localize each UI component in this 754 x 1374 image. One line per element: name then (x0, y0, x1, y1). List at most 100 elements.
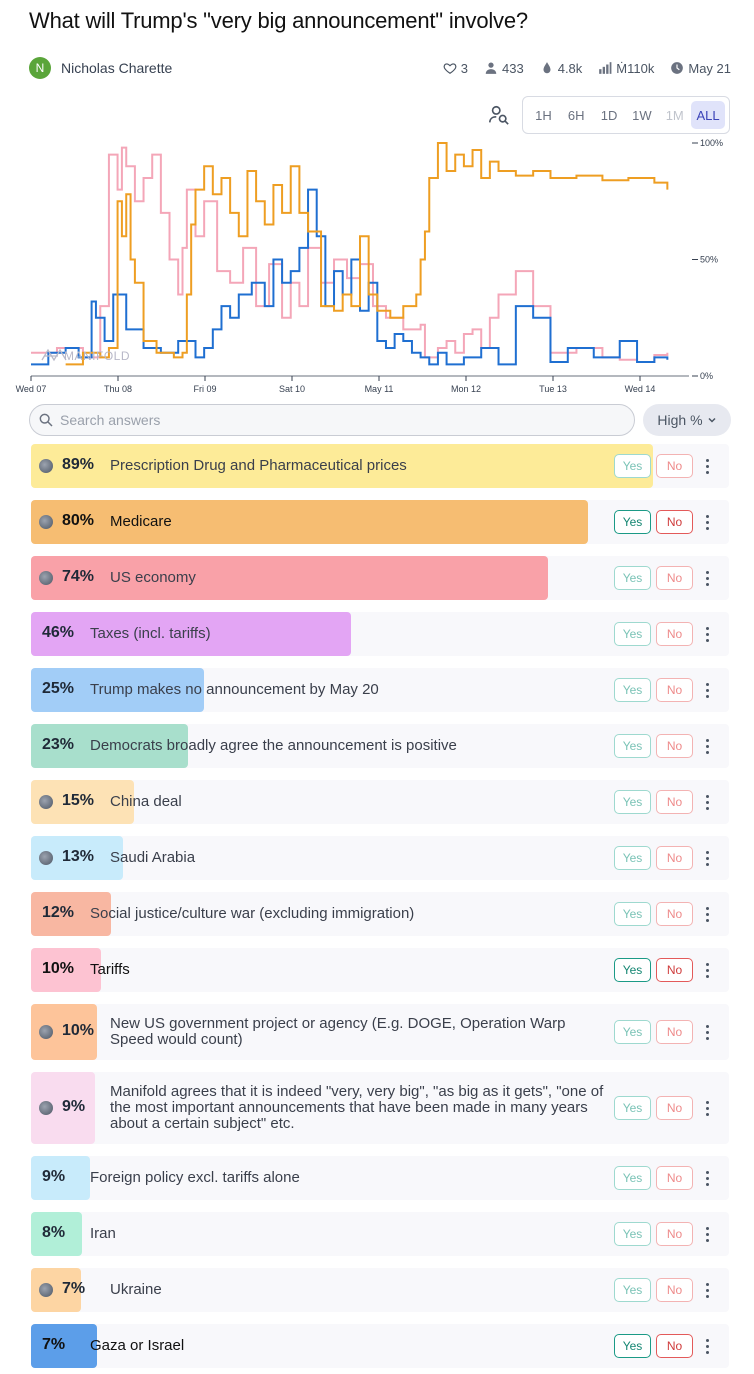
manifold-watermark: MANIFOLD (41, 348, 130, 363)
yes-button[interactable]: Yes (614, 678, 651, 702)
no-button[interactable]: No (656, 510, 693, 534)
y-tick-label: 50% (700, 255, 718, 265)
no-button[interactable]: No (656, 1278, 693, 1302)
more-options-icon[interactable] (702, 736, 712, 756)
no-button[interactable]: No (656, 1334, 693, 1358)
no-button[interactable]: No (656, 790, 693, 814)
answer-label: Trump makes no announcement by May 20 (90, 681, 379, 698)
search-input[interactable] (60, 412, 600, 428)
more-options-icon[interactable] (702, 904, 712, 924)
answer-row[interactable]: 46% Taxes (incl. tariffs) Yes No (31, 612, 729, 656)
x-tick-label: May 11 (365, 384, 394, 394)
more-options-icon[interactable] (702, 1280, 712, 1300)
chart-series (31, 142, 669, 366)
yes-button[interactable]: Yes (614, 510, 651, 534)
more-options-icon[interactable] (702, 624, 712, 644)
no-button[interactable]: No (656, 1166, 693, 1190)
more-options-icon[interactable] (702, 568, 712, 588)
no-button[interactable]: No (656, 566, 693, 590)
user-icon (485, 62, 497, 74)
yes-button[interactable]: Yes (614, 846, 651, 870)
answer-row[interactable]: 23% Democrats broadly agree the announcem… (31, 724, 729, 768)
bar-chart-icon (599, 62, 612, 74)
answer-label: Tariffs (90, 961, 130, 978)
search-answers-box[interactable] (29, 404, 635, 436)
yes-button[interactable]: Yes (614, 622, 651, 646)
likes-stat[interactable]: 3 (443, 61, 468, 76)
yes-button[interactable]: Yes (614, 790, 651, 814)
answer-label: Iran (90, 1225, 116, 1242)
question-meta: N Nicholas Charette 3 433 4.8k Ṁ110k May… (29, 56, 731, 80)
more-options-icon[interactable] (702, 1168, 712, 1188)
author-name[interactable]: Nicholas Charette (61, 60, 173, 76)
probability-chart[interactable]: 100% 50% 0% Wed 07 Thu 08 Fri 09 Sat 10 May 11… (0, 136, 754, 398)
yes-button[interactable]: Yes (614, 1166, 651, 1190)
probability-bar (31, 668, 204, 712)
yes-button[interactable]: Yes (614, 1222, 651, 1246)
more-options-icon[interactable] (702, 960, 712, 980)
answer-row[interactable]: 10% New US government project or agency (… (31, 1004, 729, 1060)
more-options-icon[interactable] (702, 792, 712, 812)
more-options-icon[interactable] (702, 680, 712, 700)
range-1m[interactable]: 1M (665, 107, 684, 123)
no-button[interactable]: No (656, 846, 693, 870)
range-6h[interactable]: 6H (567, 107, 585, 123)
answer-row[interactable]: 89% Prescription Drug and Pharmaceutical … (31, 444, 729, 488)
range-1h[interactable]: 1H (535, 107, 552, 123)
yes-button[interactable]: Yes (614, 1278, 651, 1302)
answer-probability: 23% (42, 736, 75, 753)
no-button[interactable]: No (656, 622, 693, 646)
yes-button[interactable]: Yes (614, 454, 651, 478)
answer-probability: 10% (62, 1022, 95, 1039)
no-button[interactable]: No (656, 902, 693, 926)
answer-row[interactable]: 9% Foreign policy excl. tariffs alone Yes N… (31, 1156, 729, 1200)
more-options-icon[interactable] (702, 848, 712, 868)
answer-row[interactable]: 74% US economy Yes No (31, 556, 729, 600)
more-options-icon[interactable] (702, 1098, 712, 1118)
x-tick-label: Wed 07 (16, 384, 47, 394)
yes-button[interactable]: Yes (614, 958, 651, 982)
more-options-icon[interactable] (702, 1022, 712, 1042)
answer-row[interactable]: 8% Iran Yes No (31, 1212, 729, 1256)
liquidity-stat[interactable]: 4.8k (540, 61, 582, 76)
answer-row[interactable]: 10% Tariffs Yes No (31, 948, 729, 992)
range-all[interactable]: ALL (691, 101, 725, 129)
answer-row[interactable]: 15% China deal Yes No (31, 780, 729, 824)
more-options-icon[interactable] (702, 1224, 712, 1244)
chevron-down-icon (708, 417, 716, 423)
answer-probability: 8% (42, 1224, 66, 1241)
no-button[interactable]: No (656, 958, 693, 982)
no-button[interactable]: No (656, 1222, 693, 1246)
yes-button[interactable]: Yes (614, 1096, 651, 1120)
author-avatar[interactable]: N (29, 57, 51, 79)
answer-row[interactable]: 12% Social justice/culture war (excluding… (31, 892, 729, 936)
close-date-stat: May 21 (670, 61, 731, 76)
answer-row[interactable]: 9% Manifold agrees that it is indeed "ver… (31, 1072, 729, 1144)
user-search-icon[interactable] (488, 104, 510, 126)
more-options-icon[interactable] (702, 1336, 712, 1356)
yes-button[interactable]: Yes (614, 1334, 651, 1358)
range-1d[interactable]: 1D (600, 107, 618, 123)
yes-button[interactable]: Yes (614, 1020, 651, 1044)
yes-button[interactable]: Yes (614, 734, 651, 758)
answer-row[interactable]: 13% Saudi Arabia Yes No (31, 836, 729, 880)
answer-row[interactable]: 7% Gaza or Israel Yes No (31, 1324, 729, 1368)
x-tick-label: Tue 13 (539, 384, 567, 394)
more-options-icon[interactable] (702, 512, 712, 532)
more-options-icon[interactable] (702, 456, 712, 476)
range-1w[interactable]: 1W (632, 107, 652, 123)
sort-dropdown[interactable]: High % (643, 404, 731, 436)
cat-avatar-icon (39, 571, 53, 585)
no-button[interactable]: No (656, 734, 693, 758)
yes-button[interactable]: Yes (614, 902, 651, 926)
no-button[interactable]: No (656, 678, 693, 702)
answer-row[interactable]: 7% Ukraine Yes No (31, 1268, 729, 1312)
no-button[interactable]: No (656, 1020, 693, 1044)
answer-row[interactable]: 80% Medicare Yes No (31, 500, 729, 544)
no-button[interactable]: No (656, 454, 693, 478)
fruit-avatar-icon (39, 851, 53, 865)
yes-button[interactable]: Yes (614, 566, 651, 590)
answer-probability: 80% (62, 512, 95, 529)
answer-row[interactable]: 25% Trump makes no announcement by May 20… (31, 668, 729, 712)
no-button[interactable]: No (656, 1096, 693, 1120)
